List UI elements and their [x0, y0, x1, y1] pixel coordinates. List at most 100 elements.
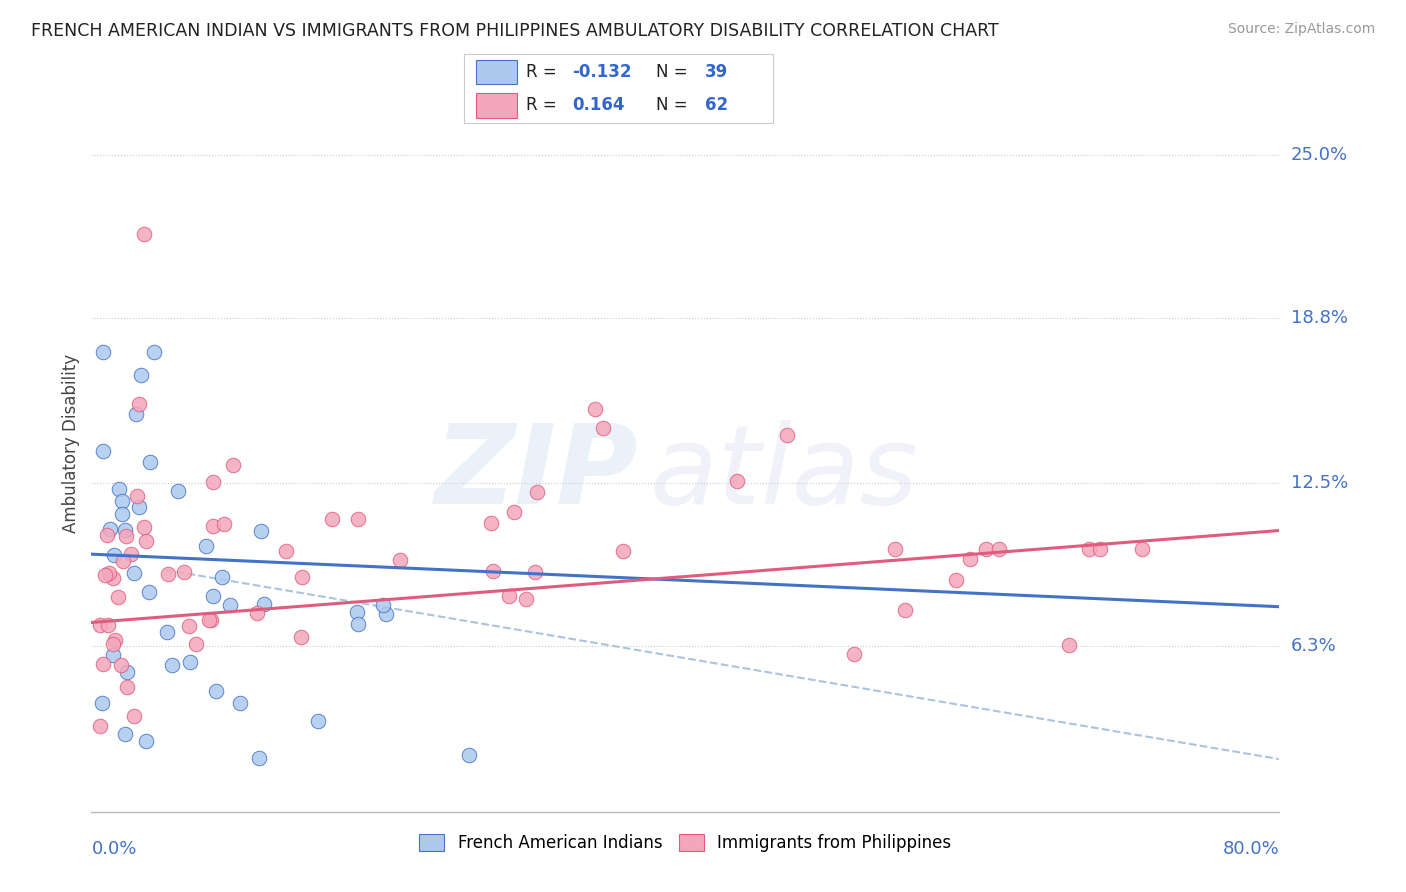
- Text: 12.5%: 12.5%: [1291, 475, 1348, 492]
- Point: [115, 680, 138, 694]
- Point: [91, 696, 114, 710]
- Point: [127, 489, 149, 503]
- Point: [125, 407, 148, 421]
- Text: FRENCH AMERICAN INDIAN VS IMMIGRANTS FROM PHILIPPINES AMBULATORY DISABILITY CORR: FRENCH AMERICAN INDIAN VS IMMIGRANTS FRO…: [31, 22, 998, 40]
- Point: [884, 541, 907, 556]
- Point: [167, 484, 190, 499]
- Point: [97, 566, 120, 580]
- Point: [142, 344, 165, 359]
- Point: [502, 505, 524, 519]
- Point: [479, 516, 502, 530]
- Point: [1077, 541, 1099, 556]
- Point: [173, 566, 195, 580]
- Point: [129, 368, 152, 382]
- Point: [107, 591, 129, 605]
- Point: [128, 397, 150, 411]
- Point: [246, 606, 269, 620]
- Point: [515, 592, 537, 607]
- Point: [583, 401, 606, 416]
- Point: [844, 647, 866, 661]
- Point: [98, 522, 121, 536]
- Point: [347, 616, 370, 631]
- FancyBboxPatch shape: [477, 60, 516, 84]
- Point: [89, 719, 111, 733]
- Text: R =: R =: [526, 96, 562, 114]
- Point: [160, 657, 183, 672]
- Point: [375, 607, 398, 621]
- Point: [482, 565, 505, 579]
- Point: [290, 570, 312, 584]
- Point: [134, 227, 156, 241]
- Point: [725, 474, 748, 488]
- Point: [1130, 541, 1153, 556]
- Point: [97, 618, 120, 632]
- Point: [346, 512, 368, 526]
- Point: [457, 747, 479, 762]
- Text: R =: R =: [526, 63, 562, 81]
- Point: [103, 637, 125, 651]
- Point: [91, 444, 114, 458]
- Point: [115, 529, 138, 543]
- Point: [103, 548, 125, 562]
- Text: -0.132: -0.132: [572, 63, 631, 81]
- Point: [128, 500, 150, 515]
- Point: [111, 507, 134, 521]
- Point: [197, 613, 219, 627]
- Point: [114, 727, 136, 741]
- Point: [894, 603, 917, 617]
- Legend: French American Indians, Immigrants from Philippines: French American Indians, Immigrants from…: [413, 827, 957, 859]
- Point: [250, 524, 273, 539]
- Point: [157, 567, 180, 582]
- Point: [115, 665, 138, 679]
- Point: [1057, 638, 1080, 652]
- Point: [91, 657, 114, 672]
- Point: [987, 541, 1010, 556]
- Text: 0.0%: 0.0%: [91, 839, 136, 858]
- Point: [219, 599, 242, 613]
- Text: N =: N =: [655, 96, 693, 114]
- Point: [110, 657, 132, 672]
- Point: [200, 613, 222, 627]
- Point: [945, 573, 967, 587]
- Point: [307, 714, 329, 729]
- Point: [346, 605, 368, 619]
- Point: [156, 625, 179, 640]
- Point: [179, 655, 201, 669]
- Point: [247, 751, 270, 765]
- Text: 62: 62: [706, 96, 728, 114]
- Point: [959, 552, 981, 566]
- Point: [201, 519, 224, 533]
- Point: [202, 475, 225, 489]
- Point: [498, 590, 520, 604]
- Point: [101, 571, 124, 585]
- Point: [612, 544, 634, 558]
- Point: [107, 483, 129, 497]
- Point: [214, 517, 236, 532]
- Point: [114, 523, 136, 537]
- Point: [205, 683, 228, 698]
- Point: [138, 585, 160, 599]
- Text: ZIP: ZIP: [434, 420, 638, 526]
- Point: [222, 458, 245, 472]
- Point: [135, 533, 157, 548]
- Point: [776, 428, 799, 442]
- Point: [974, 541, 997, 556]
- Point: [184, 638, 207, 652]
- Point: [229, 696, 252, 710]
- Point: [290, 630, 312, 644]
- Point: [371, 598, 394, 612]
- Point: [120, 547, 142, 561]
- Point: [526, 485, 548, 500]
- Point: [201, 589, 224, 603]
- Point: [89, 618, 111, 632]
- Y-axis label: Ambulatory Disability: Ambulatory Disability: [62, 354, 80, 533]
- Point: [132, 520, 155, 534]
- Point: [211, 570, 233, 584]
- Point: [274, 543, 297, 558]
- Text: 6.3%: 6.3%: [1291, 637, 1336, 655]
- Point: [592, 421, 614, 435]
- Point: [94, 567, 117, 582]
- Point: [110, 494, 132, 508]
- Point: [524, 565, 547, 579]
- Point: [104, 633, 127, 648]
